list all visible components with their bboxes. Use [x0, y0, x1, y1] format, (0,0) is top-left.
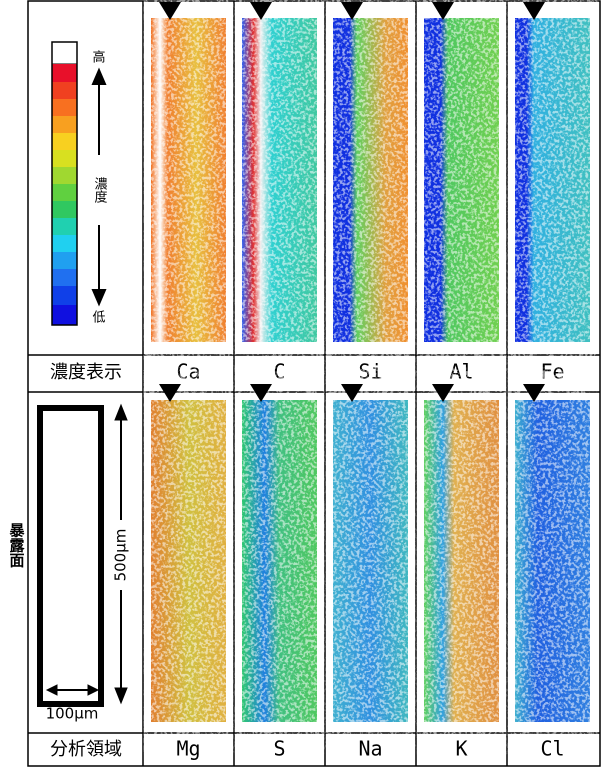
marker — [523, 2, 545, 20]
map-texture — [242, 400, 317, 722]
element-label: K — [455, 737, 467, 761]
map-texture — [333, 18, 408, 342]
color-scale — [51, 41, 78, 326]
table-grid — [27, 0, 601, 767]
length-label: 500μm — [112, 529, 130, 582]
marker — [250, 384, 272, 402]
legend-low: 低 — [92, 311, 105, 326]
element-label: Al — [449, 360, 473, 384]
map-texture — [515, 400, 590, 722]
marker — [523, 384, 545, 402]
marker — [341, 2, 363, 20]
marker — [250, 2, 272, 20]
legend-concentration: 濃度 — [92, 177, 108, 203]
map-texture — [424, 18, 499, 342]
map-texture — [151, 400, 226, 722]
map-texture — [515, 18, 590, 342]
element-label: Na — [358, 737, 382, 761]
element-label: Mg — [176, 737, 200, 761]
marker — [159, 384, 181, 402]
map-texture — [151, 18, 226, 342]
map-texture — [242, 18, 317, 342]
exposed-face: 暴露面 — [8, 522, 26, 569]
width-label: 100μm — [46, 705, 99, 723]
element-label: Fe — [540, 360, 564, 384]
marker — [432, 384, 454, 402]
region-diagram — [37, 403, 130, 707]
element-label: Cl — [540, 737, 564, 761]
row-label: 分析領域 — [50, 739, 122, 760]
marker — [432, 2, 454, 20]
marker — [159, 2, 181, 20]
element-label: C — [273, 360, 285, 384]
element-label: S — [273, 737, 285, 761]
legend-arrows — [91, 67, 107, 307]
map-texture — [424, 400, 499, 722]
map-texture — [333, 400, 408, 722]
marker — [341, 384, 363, 402]
legend-high: 高 — [92, 50, 105, 66]
row-label: 濃度表示 — [50, 362, 122, 383]
element-label: Si — [358, 360, 382, 384]
element-label: Ca — [176, 360, 200, 384]
